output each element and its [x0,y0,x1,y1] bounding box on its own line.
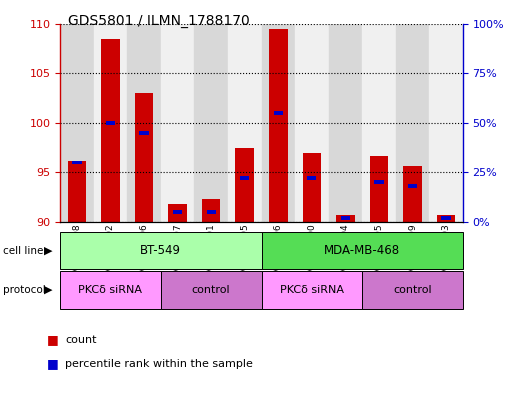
Bar [269,29,288,222]
Bar [328,24,362,222]
Bar [262,232,463,269]
Bar [396,24,429,222]
Bar [72,160,82,165]
Text: ▶: ▶ [44,285,53,295]
Text: ■: ■ [47,333,59,347]
Bar [135,93,153,222]
Bar [195,24,228,222]
Text: GDS5801 / ILMN_1788170: GDS5801 / ILMN_1788170 [68,14,250,28]
Bar [437,215,456,222]
Bar [303,152,321,222]
Bar [274,111,283,115]
Bar [101,39,120,222]
Bar [60,232,262,269]
Bar [235,148,254,222]
Bar [403,167,422,222]
Text: MDA-MB-468: MDA-MB-468 [324,244,400,257]
Bar [362,24,396,222]
Bar [127,24,161,222]
Bar [295,24,328,222]
Bar [408,184,417,188]
Text: cell line: cell line [3,246,43,256]
Text: ■: ■ [47,357,59,370]
Text: percentile rank within the sample: percentile rank within the sample [65,358,253,369]
Bar [207,210,216,214]
Bar [161,24,195,222]
Bar [106,121,115,125]
Text: ▶: ▶ [44,246,53,256]
Bar [341,216,350,220]
Text: PKCδ siRNA: PKCδ siRNA [78,285,142,295]
Bar [429,24,463,222]
Bar [240,176,249,180]
Text: protocol: protocol [3,285,46,295]
Bar [202,199,220,222]
Bar [140,131,149,135]
Bar [94,24,127,222]
Bar [374,180,383,184]
Bar [67,160,86,222]
Bar [60,24,94,222]
Bar [336,215,355,222]
Bar [168,204,187,222]
Bar [228,24,262,222]
Bar [262,271,362,309]
Bar [173,210,182,214]
Bar [441,216,451,220]
Text: count: count [65,335,97,345]
Bar [262,24,295,222]
Bar [60,271,161,309]
Text: control: control [192,285,231,295]
Bar [307,176,316,180]
Text: control: control [393,285,432,295]
Text: BT-549: BT-549 [140,244,181,257]
Bar [362,271,463,309]
Bar [370,156,388,222]
Bar [161,271,262,309]
Text: PKCδ siRNA: PKCδ siRNA [280,285,344,295]
